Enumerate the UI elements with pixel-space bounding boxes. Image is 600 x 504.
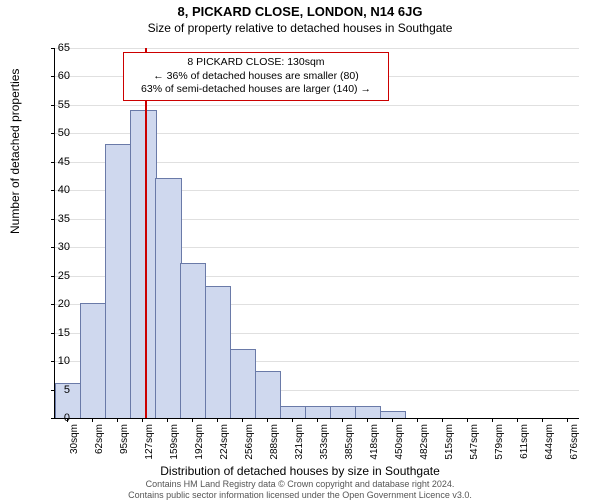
histogram-bar [155,178,181,418]
ytick-label: 65 [46,42,70,54]
xtick-label: 547sqm [469,424,480,468]
plot-area: 30sqm62sqm95sqm127sqm159sqm192sqm224sqm2… [54,48,579,419]
attribution-footer: Contains HM Land Registry data © Crown c… [0,479,600,501]
xtick-label: 288sqm [269,424,280,468]
xtick-mark [367,418,368,422]
xtick-mark [217,418,218,422]
histogram-bar [330,406,356,418]
xtick-mark [542,418,543,422]
ytick-label: 35 [46,213,70,225]
xtick-mark [242,418,243,422]
xtick-label: 127sqm [144,424,155,468]
gridline [55,105,579,106]
ytick-label: 60 [46,70,70,82]
histogram-bar [130,110,156,418]
xtick-mark [167,418,168,422]
histogram-bar [280,406,306,418]
histogram-bar [380,411,406,418]
ytick-label: 25 [46,270,70,282]
xtick-mark [442,418,443,422]
annotation-box: 8 PICKARD CLOSE: 130sqm← 36% of detached… [123,52,389,101]
annotation-line-3: 63% of semi-detached houses are larger (… [130,83,382,97]
ytick-label: 10 [46,355,70,367]
xtick-label: 224sqm [219,424,230,468]
xtick-mark [117,418,118,422]
xtick-label: 30sqm [69,424,80,468]
xtick-label: 482sqm [419,424,430,468]
annotation-line-2: ← 36% of detached houses are smaller (80… [130,70,382,84]
xtick-label: 515sqm [444,424,455,468]
xtick-label: 579sqm [494,424,505,468]
histogram-bar [355,406,381,418]
xtick-label: 644sqm [544,424,555,468]
ytick-label: 55 [46,99,70,111]
xtick-mark [342,418,343,422]
property-marker-line [145,48,147,418]
chart-title: 8, PICKARD CLOSE, LONDON, N14 6JG [0,4,600,19]
chart-subtitle: Size of property relative to detached ho… [0,21,600,35]
xtick-label: 321sqm [294,424,305,468]
xtick-label: 611sqm [519,424,530,468]
ytick-label: 0 [46,412,70,424]
xtick-label: 676sqm [569,424,580,468]
xtick-label: 256sqm [244,424,255,468]
xtick-label: 353sqm [319,424,330,468]
x-axis-label: Distribution of detached houses by size … [0,464,600,478]
ytick-label: 50 [46,127,70,139]
xtick-mark [267,418,268,422]
histogram-bar [305,406,331,418]
xtick-label: 418sqm [369,424,380,468]
xtick-mark [92,418,93,422]
xtick-mark [317,418,318,422]
xtick-mark [492,418,493,422]
xtick-label: 159sqm [169,424,180,468]
xtick-mark [567,418,568,422]
xtick-label: 62sqm [94,424,105,468]
xtick-label: 450sqm [394,424,405,468]
xtick-mark [517,418,518,422]
ytick-label: 40 [46,184,70,196]
footer-line-1: Contains HM Land Registry data © Crown c… [0,479,600,490]
histogram-bar [230,349,256,418]
xtick-mark [292,418,293,422]
gridline [55,48,579,49]
y-axis-label: Number of detached properties [8,69,22,234]
histogram-bar [205,286,231,418]
histogram-bar [255,371,281,418]
footer-line-2: Contains public sector information licen… [0,490,600,501]
xtick-mark [417,418,418,422]
xtick-mark [192,418,193,422]
xtick-mark [392,418,393,422]
ytick-label: 30 [46,241,70,253]
ytick-label: 5 [46,384,70,396]
annotation-line-1: 8 PICKARD CLOSE: 130sqm [130,56,382,70]
xtick-label: 385sqm [344,424,355,468]
ytick-label: 20 [46,298,70,310]
ytick-label: 45 [46,156,70,168]
xtick-label: 95sqm [119,424,130,468]
histogram-bar [105,144,131,418]
histogram-bar [180,263,206,418]
xtick-mark [142,418,143,422]
ytick-label: 15 [46,327,70,339]
histogram-bar [80,303,106,418]
xtick-mark [467,418,468,422]
xtick-label: 192sqm [194,424,205,468]
